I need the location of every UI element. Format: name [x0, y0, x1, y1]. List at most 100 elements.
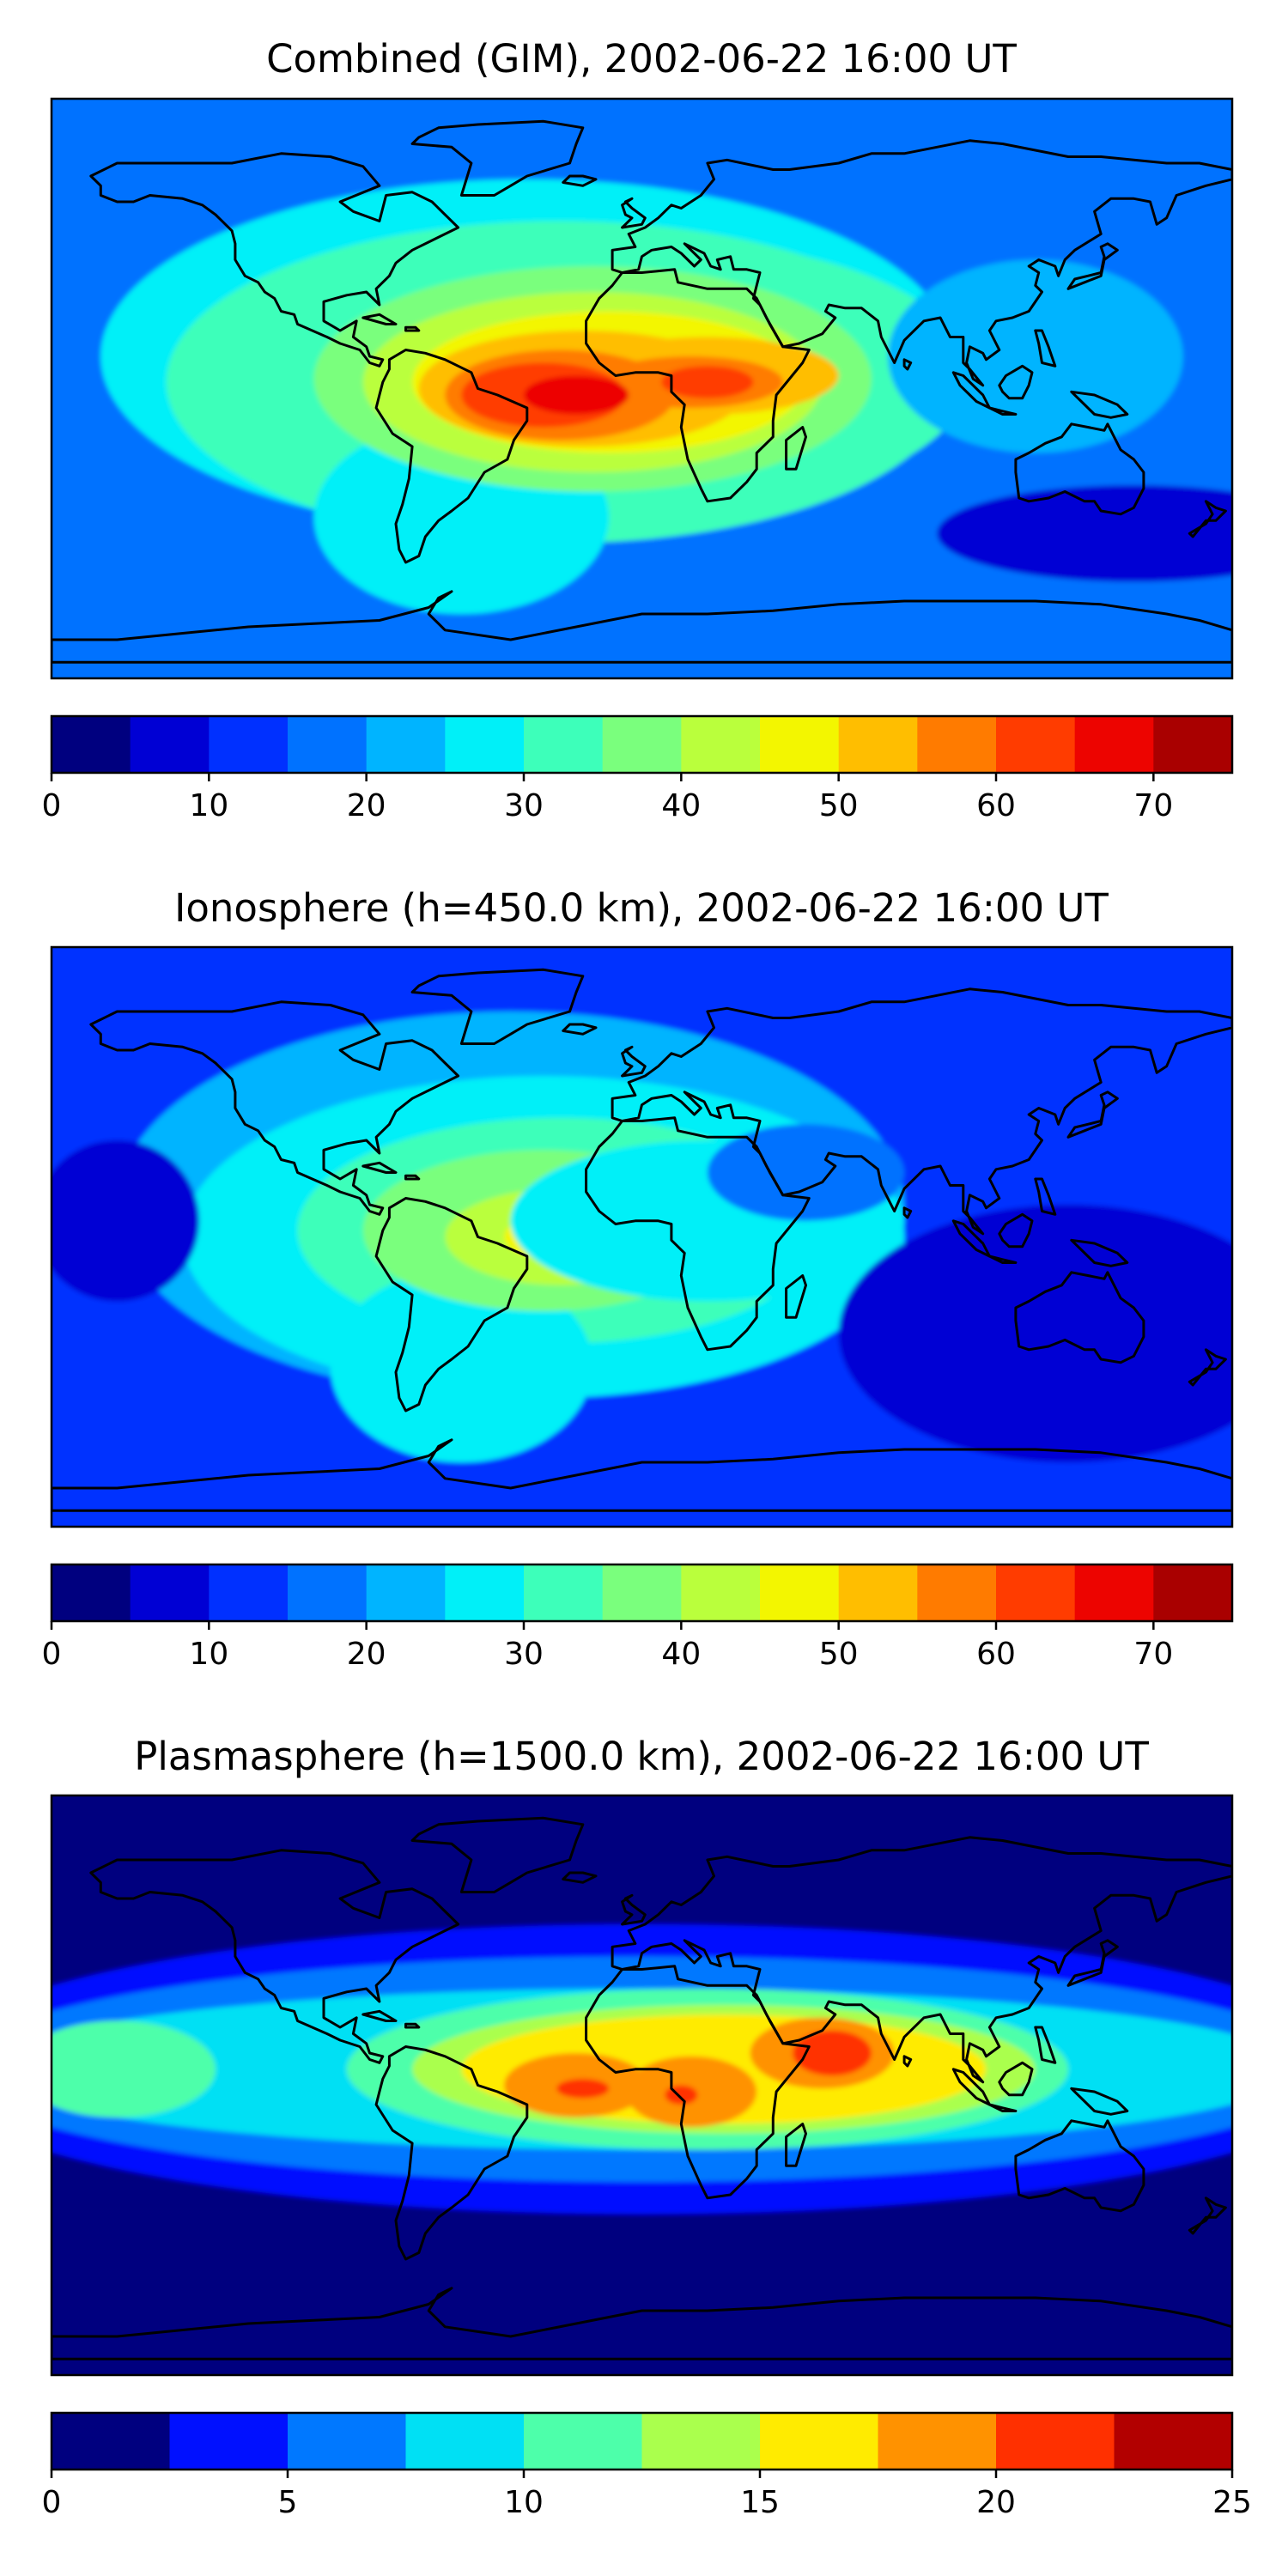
- panel-title: Combined (GIM), 2002-06-22 16:00 UT: [266, 36, 1017, 82]
- colorbar-ticks: 0 10 20 30 40 50 60 70: [42, 773, 1173, 823]
- colorbar-tick-label: 40: [661, 788, 701, 823]
- colorbar-tick-label: 30: [504, 788, 544, 823]
- coastlines: [52, 968, 1232, 1512]
- field-contour: [661, 366, 754, 398]
- colorbar-bin: [681, 1564, 761, 1621]
- colorbar-bin: [366, 716, 446, 773]
- coastline: [374, 2045, 529, 2261]
- colorbar-tick-label: 0: [42, 788, 62, 823]
- colorbar-tick-label: 10: [189, 1637, 228, 1672]
- coastlines: [52, 119, 1232, 664]
- coastline: [1070, 1238, 1129, 1267]
- colorbar-tick-label: 15: [740, 2485, 780, 2520]
- panel-title: Ionosphere (h=450.0 km), 2002-06-22 16:0…: [174, 885, 1109, 931]
- coastline: [621, 1893, 647, 1926]
- coastline: [585, 1965, 811, 2200]
- coastline: [1188, 500, 1227, 538]
- coastline: [987, 406, 1018, 416]
- colorbar-ticks: 0 10 20 30 40 50 60 70: [42, 1621, 1173, 1672]
- colorbar-tick-label: 5: [278, 2485, 298, 2520]
- colorbar-bin: [405, 2413, 525, 2470]
- colorbar-bin: [288, 1564, 368, 1621]
- colorbar-tick-label: 50: [819, 788, 859, 823]
- colorbar-bin: [130, 716, 210, 773]
- colorbar-bin: [288, 2413, 407, 2470]
- coastline: [1014, 1271, 1145, 1364]
- colorbar: 0 5 10 15 20 25: [42, 2411, 1252, 2520]
- coastline: [374, 349, 529, 564]
- colorbar-ticks: 0 5 10 15 20 25: [42, 2470, 1252, 2520]
- coastline: [902, 1206, 913, 1219]
- map-area: [52, 99, 1232, 678]
- colorbar-bins: [52, 1564, 1233, 1621]
- colorbar-bin: [878, 2413, 997, 2470]
- colorbar-bin: [130, 1564, 210, 1621]
- map-frame: [50, 945, 1234, 1528]
- colorbar-tick-label: 40: [661, 1637, 701, 1672]
- colorbar-tick-label: 60: [976, 788, 1016, 823]
- field-contour: [52, 2020, 216, 2117]
- colorbar-bin: [1153, 716, 1233, 773]
- field-contour: [937, 485, 1232, 582]
- field-contour: [838, 1205, 1232, 1462]
- coastline: [611, 987, 1232, 1236]
- colorbar-bin: [169, 2413, 289, 2470]
- colorbar-bin: [52, 2413, 171, 2470]
- colorbar-frame: [50, 1563, 1234, 1623]
- coastline: [410, 119, 585, 197]
- colorbar-tick-label: 20: [347, 788, 386, 823]
- colorbar-bin: [445, 1564, 525, 1621]
- coastline: [611, 139, 1232, 387]
- colorbar-bin: [1153, 1564, 1233, 1621]
- coastline: [562, 174, 598, 187]
- colorbar-bin: [209, 1564, 289, 1621]
- colorbar-bin: [760, 1564, 840, 1621]
- colorbar-bins: [52, 2413, 1233, 2470]
- coastline: [374, 1197, 529, 1413]
- field-contour: [330, 1269, 593, 1462]
- colorbar-bin: [838, 716, 918, 773]
- colorbar-frame: [50, 2411, 1234, 2471]
- coastline: [361, 313, 398, 325]
- colorbar-bin: [760, 716, 840, 773]
- colorbar-bin: [524, 1564, 604, 1621]
- colorbar-bins: [52, 716, 1233, 773]
- field-contour: [665, 2085, 698, 2105]
- coastline: [562, 1023, 598, 1036]
- coastline: [585, 1116, 811, 1352]
- coastline: [785, 2123, 807, 2167]
- coastline: [89, 1000, 460, 1216]
- colorbar-bin: [760, 2413, 879, 2470]
- colorbar-bin: [1074, 1564, 1154, 1621]
- colorbar-tick-label: 0: [42, 2485, 62, 2520]
- map-area: [52, 1795, 1232, 2375]
- colorbar-bin: [1114, 2413, 1233, 2470]
- colorbar-tick-label: 70: [1133, 788, 1173, 823]
- colorbar-bin: [1074, 716, 1154, 773]
- colorbar-tick-label: 70: [1133, 1637, 1173, 1672]
- colorbar-tick-label: 50: [819, 1637, 859, 1672]
- colorbar-bin: [445, 716, 525, 773]
- map-area: [52, 947, 1232, 1527]
- colorbar-tick-label: 25: [1212, 2485, 1252, 2520]
- coastline: [998, 364, 1034, 400]
- coastline: [987, 1255, 1018, 1264]
- coastline: [1014, 2119, 1145, 2213]
- coastline: [404, 325, 421, 332]
- coastline: [52, 2287, 1232, 2360]
- colorbar-bin: [209, 716, 289, 773]
- colorbar-tick-label: 60: [976, 1637, 1016, 1672]
- coastline: [404, 1174, 421, 1181]
- coastline: [1034, 2026, 1057, 2064]
- coastline: [902, 358, 913, 371]
- colorbar-bin: [52, 1564, 131, 1621]
- colorbar-bin: [996, 2413, 1115, 2470]
- map-frame: [50, 1794, 1234, 2377]
- colorbar-tick-label: 10: [189, 788, 228, 823]
- coastline: [987, 2103, 1018, 2112]
- colorbar-bin: [641, 2413, 761, 2470]
- colorbar-bin: [681, 716, 761, 773]
- coastline: [785, 1274, 807, 1319]
- panel-combined: Combined (GIM), 2002-06-22 16:00 UT 0 10 2…: [42, 36, 1234, 823]
